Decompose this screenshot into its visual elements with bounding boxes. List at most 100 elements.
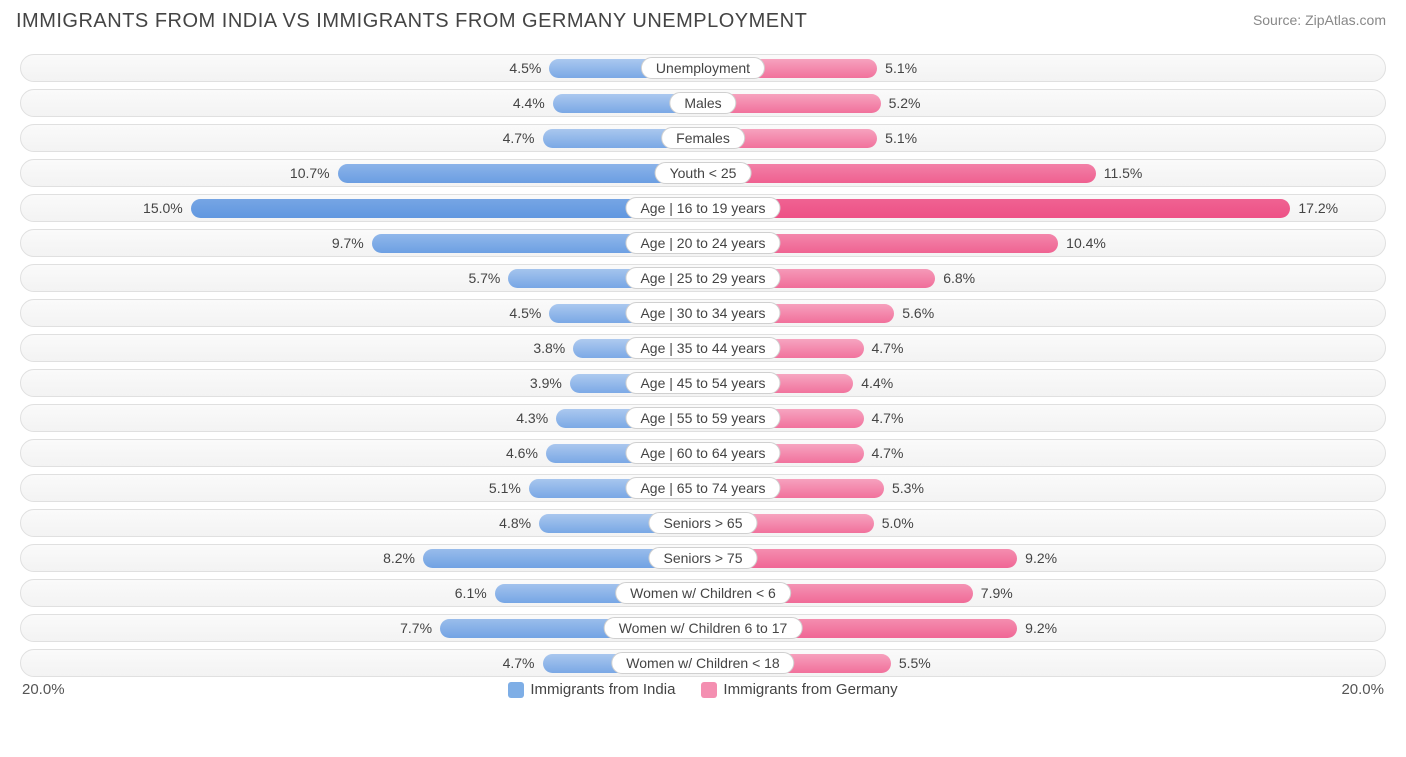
right-value-label: 5.2% [889, 86, 921, 120]
category-label: Women w/ Children 6 to 17 [604, 617, 803, 639]
left-value-label: 4.5% [509, 51, 541, 85]
left-value-label: 4.3% [516, 401, 548, 435]
right-half: 10.4% [703, 226, 1386, 260]
right-value-label: 5.5% [899, 646, 931, 680]
left-half: 10.7% [20, 156, 703, 190]
legend-text: Immigrants from India [530, 681, 675, 698]
right-value-label: 5.1% [885, 51, 917, 85]
right-bar [703, 164, 1096, 183]
category-label: Age | 55 to 59 years [625, 407, 780, 429]
left-half: 4.5% [20, 51, 703, 85]
left-value-label: 4.5% [509, 296, 541, 330]
chart-row: 3.9% 4.4% Age | 45 to 54 years [20, 366, 1386, 400]
right-half: 17.2% [703, 191, 1386, 225]
axis-row: 20.0%20.0%Immigrants from IndiaImmigrant… [20, 681, 1386, 705]
category-label: Age | 35 to 44 years [625, 337, 780, 359]
left-value-label: 7.7% [400, 611, 432, 645]
legend-swatch-icon [701, 682, 717, 698]
category-label: Age | 60 to 64 years [625, 442, 780, 464]
right-half: 5.1% [703, 121, 1386, 155]
left-half: 6.1% [20, 576, 703, 610]
left-half: 7.7% [20, 611, 703, 645]
left-half: 15.0% [20, 191, 703, 225]
left-value-label: 8.2% [383, 541, 415, 575]
left-half: 5.7% [20, 261, 703, 295]
category-label: Age | 25 to 29 years [625, 267, 780, 289]
left-half: 5.1% [20, 471, 703, 505]
chart-row: 4.3% 4.7% Age | 55 to 59 years [20, 401, 1386, 435]
right-value-label: 5.0% [882, 506, 914, 540]
right-value-label: 5.6% [902, 296, 934, 330]
left-value-label: 3.9% [530, 366, 562, 400]
chart-row: 8.2%9.2%Seniors > 75 [20, 541, 1386, 575]
category-label: Age | 20 to 24 years [625, 232, 780, 254]
chart-row: 4.7%5.5%Women w/ Children < 18 [20, 646, 1386, 680]
left-value-label: 15.0% [143, 191, 183, 225]
right-value-label: 4.7% [872, 436, 904, 470]
right-half: 4.7% [703, 331, 1386, 365]
legend-swatch-icon [508, 682, 524, 698]
chart-row: 9.7% 10.4% Age | 20 to 24 years [20, 226, 1386, 260]
left-half: 4.7% [20, 121, 703, 155]
category-label: Age | 30 to 34 years [625, 302, 780, 324]
left-value-label: 4.8% [499, 506, 531, 540]
chart-title: IMMIGRANTS FROM INDIA VS IMMIGRANTS FROM… [16, 10, 807, 33]
category-label: Women w/ Children < 6 [615, 582, 791, 604]
left-value-label: 9.7% [332, 226, 364, 260]
category-label: Youth < 25 [655, 162, 752, 184]
chart-row: 15.0% 17.2% Age | 16 to 19 years [20, 191, 1386, 225]
left-value-label: 4.7% [503, 121, 535, 155]
right-value-label: 4.7% [872, 401, 904, 435]
category-label: Age | 16 to 19 years [625, 197, 780, 219]
legend-text: Immigrants from Germany [723, 681, 897, 698]
right-half: 5.1% [703, 51, 1386, 85]
right-half: 4.7% [703, 401, 1386, 435]
left-value-label: 10.7% [290, 156, 330, 190]
right-value-label: 17.2% [1298, 191, 1338, 225]
left-value-label: 3.8% [533, 331, 565, 365]
left-value-label: 4.6% [506, 436, 538, 470]
left-half: 4.4% [20, 86, 703, 120]
category-label: Seniors > 75 [649, 547, 758, 569]
right-half: 6.8% [703, 261, 1386, 295]
right-half: 5.0% [703, 506, 1386, 540]
right-half: 11.5% [703, 156, 1386, 190]
chart-row: 3.8% 4.7% Age | 35 to 44 years [20, 331, 1386, 365]
category-label: Females [661, 127, 745, 149]
right-value-label: 5.3% [892, 471, 924, 505]
chart-row: 7.7% 9.2% Women w/ Children 6 to 17 [20, 611, 1386, 645]
left-half: 4.6% [20, 436, 703, 470]
left-half: 4.5% [20, 296, 703, 330]
chart-row: 4.8%5.0%Seniors > 65 [20, 506, 1386, 540]
right-value-label: 9.2% [1025, 611, 1057, 645]
right-value-label: 5.1% [885, 121, 917, 155]
right-bar [703, 199, 1290, 218]
left-half: 4.3% [20, 401, 703, 435]
left-half: 3.9% [20, 366, 703, 400]
right-value-label: 7.9% [981, 576, 1013, 610]
left-half: 4.8% [20, 506, 703, 540]
right-half: 4.4% [703, 366, 1386, 400]
right-half: 5.2% [703, 86, 1386, 120]
left-value-label: 4.7% [503, 646, 535, 680]
legend-item-right: Immigrants from Germany [701, 681, 897, 698]
right-half: 5.6% [703, 296, 1386, 330]
chart-row: 5.7% 6.8%Age | 25 to 29 years [20, 261, 1386, 295]
chart-row: 4.5% 5.6% Age | 30 to 34 years [20, 296, 1386, 330]
right-value-label: 10.4% [1066, 226, 1106, 260]
category-label: Males [669, 92, 736, 114]
left-half: 9.7% [20, 226, 703, 260]
right-value-label: 4.4% [861, 366, 893, 400]
chart-row: 4.4% 5.2% Males [20, 86, 1386, 120]
left-half: 4.7% [20, 646, 703, 680]
right-half: 9.2% [703, 611, 1386, 645]
chart-row: 10.7% 11.5%Youth < 25 [20, 156, 1386, 190]
right-value-label: 4.7% [872, 331, 904, 365]
left-value-label: 5.7% [468, 261, 500, 295]
left-value-label: 6.1% [455, 576, 487, 610]
chart-row: 4.6% 4.7% Age | 60 to 64 years [20, 436, 1386, 470]
chart-row: 4.5%5.1%Unemployment [20, 51, 1386, 85]
category-label: Age | 45 to 54 years [625, 372, 780, 394]
left-half: 8.2% [20, 541, 703, 575]
category-label: Age | 65 to 74 years [625, 477, 780, 499]
